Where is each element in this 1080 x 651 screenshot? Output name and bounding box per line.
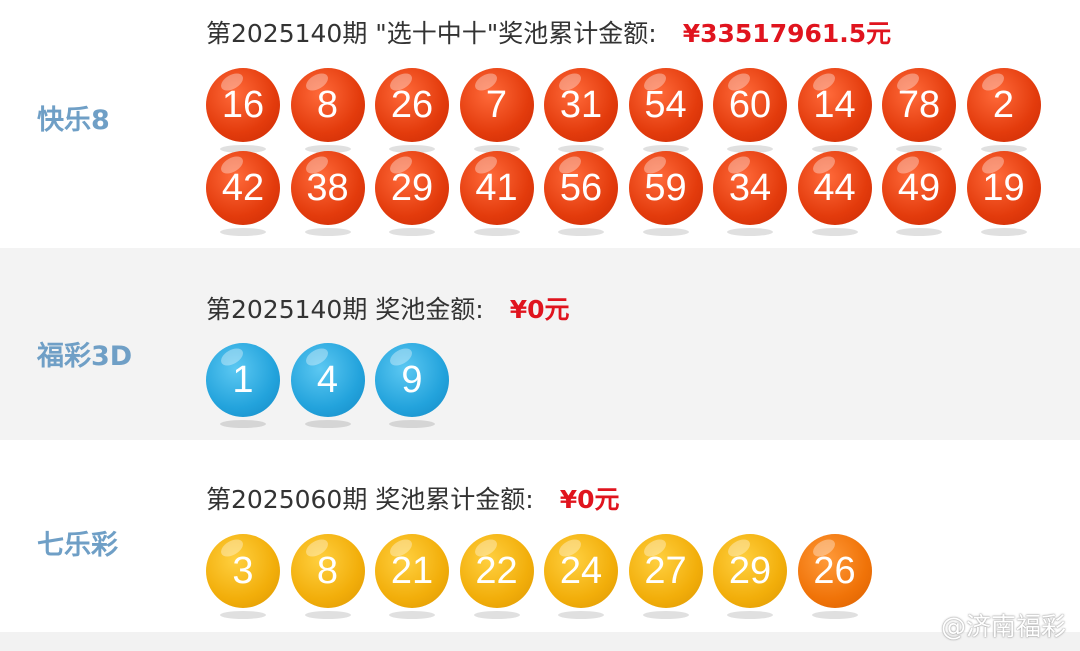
fc3d-amount: ¥0元 [509, 295, 570, 324]
kl8-section: 快乐8 第2025140期 "选十中十"奖池累计金额: ¥33517961.5元 … [0, 0, 1080, 248]
kl8-issue: 第2025140期 "选十中十"奖池累计金额: [206, 19, 657, 48]
kl8-header: 第2025140期 "选十中十"奖池累计金额: ¥33517961.5元 [206, 14, 891, 50]
qlc-section: 七乐彩 第2025060期 奖池累计金额: ¥0元 3 8 21 22 24 27 29 26 [0, 440, 1080, 632]
lottery-ball: 78 [882, 68, 956, 153]
special-ball: 26 [797, 534, 872, 619]
kl8-label: 快乐8 [37, 105, 110, 136]
kl8-amount: ¥33517961.5元 [682, 19, 892, 48]
lottery-ball: 59 [628, 151, 703, 236]
lottery-ball: 19 [966, 151, 1041, 236]
qlc-issue: 第2025060期 奖池累计金额: [206, 485, 534, 514]
lottery-ball: 29 [713, 534, 787, 619]
kl8-row-2: 42 38 29 41 56 59 34 44 49 19 [206, 151, 1041, 236]
lottery-ball: 44 [797, 151, 872, 236]
lottery-ball: 41 [459, 151, 534, 236]
lottery-ball: 8 [290, 68, 365, 153]
qlc-header: 第2025060期 奖池累计金额: ¥0元 [206, 480, 620, 516]
lottery-ball: 3 [206, 534, 280, 619]
lottery-ball: 42 [206, 151, 280, 236]
fc3d-issue: 第2025140期 奖池金额: [206, 295, 484, 324]
lottery-ball: 60 [713, 68, 787, 153]
qlc-amount: ¥0元 [559, 485, 620, 514]
fc3d-label: 福彩3D [37, 341, 133, 372]
lottery-ball: 8 [290, 534, 365, 619]
lottery-ball: 7 [459, 68, 534, 153]
qlc-row: 3 8 21 22 24 27 29 26 [206, 534, 872, 619]
lottery-ball: 26 [375, 68, 449, 153]
lottery-ball: 54 [628, 68, 703, 153]
lottery-ball: 22 [459, 534, 534, 619]
qlc-label: 七乐彩 [37, 530, 118, 561]
lottery-ball: 38 [290, 151, 365, 236]
lottery-ball: 34 [713, 151, 787, 236]
lottery-ball: 49 [882, 151, 956, 236]
lottery-ball: 31 [544, 68, 618, 153]
lottery-ball: 9 [375, 343, 449, 428]
lottery-ball: 21 [375, 534, 449, 619]
kl8-row-1: 16 8 26 7 31 54 60 14 78 2 [206, 68, 1041, 153]
lottery-ball: 24 [544, 534, 618, 619]
lottery-ball: 56 [544, 151, 618, 236]
lottery-ball: 1 [206, 343, 280, 428]
lottery-ball: 4 [290, 343, 365, 428]
lottery-ball: 2 [966, 68, 1041, 153]
lottery-ball: 29 [375, 151, 449, 236]
fc3d-header: 第2025140期 奖池金额: ¥0元 [206, 290, 570, 326]
watermark: @济南福彩 [940, 612, 1066, 641]
lottery-ball: 27 [628, 534, 703, 619]
lottery-ball: 14 [797, 68, 872, 153]
lottery-ball: 16 [206, 68, 280, 153]
